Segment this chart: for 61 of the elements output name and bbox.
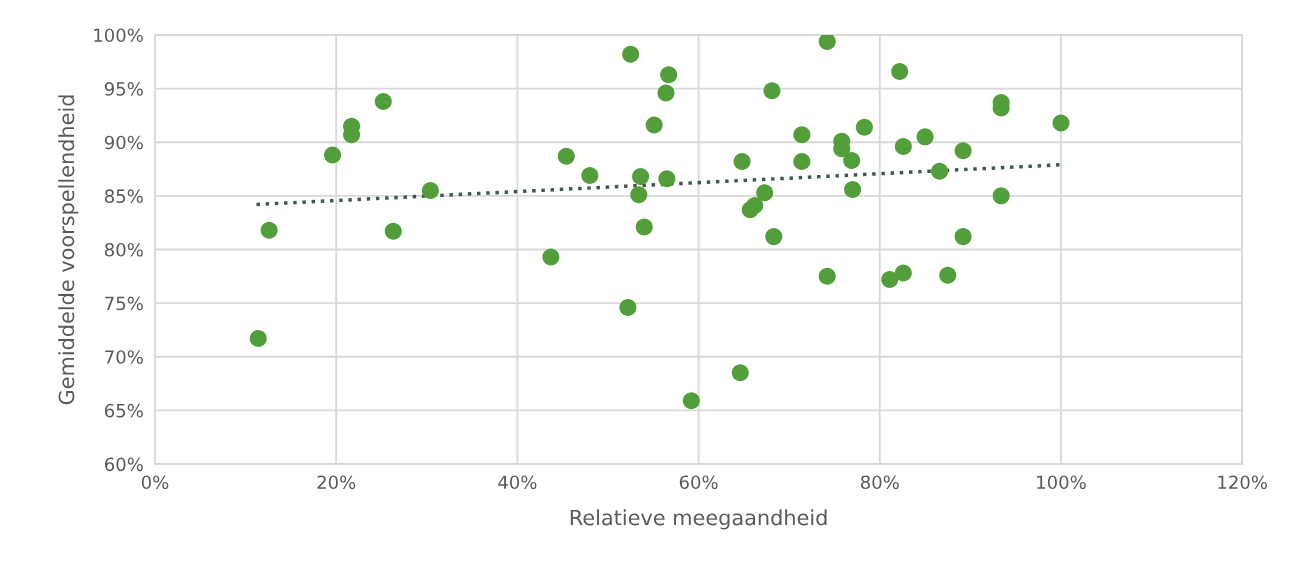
point bbox=[763, 82, 781, 100]
y-tick-label: 85% bbox=[104, 189, 143, 203]
point bbox=[260, 221, 278, 239]
point bbox=[756, 184, 774, 202]
point bbox=[855, 118, 873, 136]
point bbox=[249, 330, 267, 348]
point bbox=[793, 126, 811, 144]
point bbox=[622, 45, 640, 63]
x-tick-label: 20% bbox=[317, 475, 356, 490]
x-tick-label: 0% bbox=[141, 475, 169, 490]
point bbox=[939, 266, 957, 284]
point bbox=[894, 138, 912, 156]
point bbox=[818, 34, 836, 50]
point bbox=[793, 153, 811, 171]
point bbox=[632, 168, 650, 186]
point bbox=[581, 166, 599, 184]
x-axis-title: Relatieve meegaandheid bbox=[570, 509, 827, 530]
point bbox=[682, 392, 700, 410]
point bbox=[916, 128, 934, 146]
point bbox=[818, 267, 836, 285]
y-tick-label: 80% bbox=[104, 242, 143, 257]
x-tick-label: 100% bbox=[1037, 475, 1086, 490]
point bbox=[843, 151, 861, 169]
point bbox=[542, 248, 560, 266]
point bbox=[881, 271, 899, 289]
point bbox=[894, 264, 912, 282]
point bbox=[1052, 114, 1070, 132]
point bbox=[844, 180, 862, 198]
point bbox=[645, 116, 663, 134]
point bbox=[765, 228, 783, 246]
x-tick-label: 120% bbox=[1218, 475, 1267, 490]
y-tick-label: 90% bbox=[104, 135, 143, 150]
point bbox=[557, 147, 575, 165]
point bbox=[630, 186, 648, 204]
y-tick-label: 100% bbox=[94, 28, 143, 43]
point bbox=[421, 181, 439, 199]
point bbox=[746, 197, 764, 215]
point bbox=[658, 170, 676, 188]
y-tick-label: 60% bbox=[105, 457, 143, 472]
point bbox=[374, 92, 392, 110]
point bbox=[733, 153, 751, 171]
point bbox=[992, 187, 1010, 205]
y-tick-label: 70% bbox=[105, 350, 143, 364]
point bbox=[954, 228, 972, 246]
point bbox=[931, 162, 949, 180]
point bbox=[384, 222, 402, 240]
y-tick-label: 75% bbox=[105, 296, 143, 311]
y-tick-label: 95% bbox=[104, 82, 143, 96]
point bbox=[660, 66, 678, 84]
point bbox=[954, 142, 972, 160]
x-tick-label: 60% bbox=[679, 475, 718, 490]
point bbox=[731, 364, 749, 382]
point bbox=[891, 62, 909, 80]
x-tick-label: 40% bbox=[498, 475, 537, 490]
point bbox=[635, 218, 653, 236]
point bbox=[657, 84, 675, 102]
point bbox=[324, 146, 342, 164]
x-tick-label: 80% bbox=[860, 475, 899, 490]
y-tick-label: 65% bbox=[105, 403, 143, 418]
y-axis-title: Gemiddelde voorspellendheid bbox=[58, 95, 79, 405]
point bbox=[619, 298, 637, 316]
